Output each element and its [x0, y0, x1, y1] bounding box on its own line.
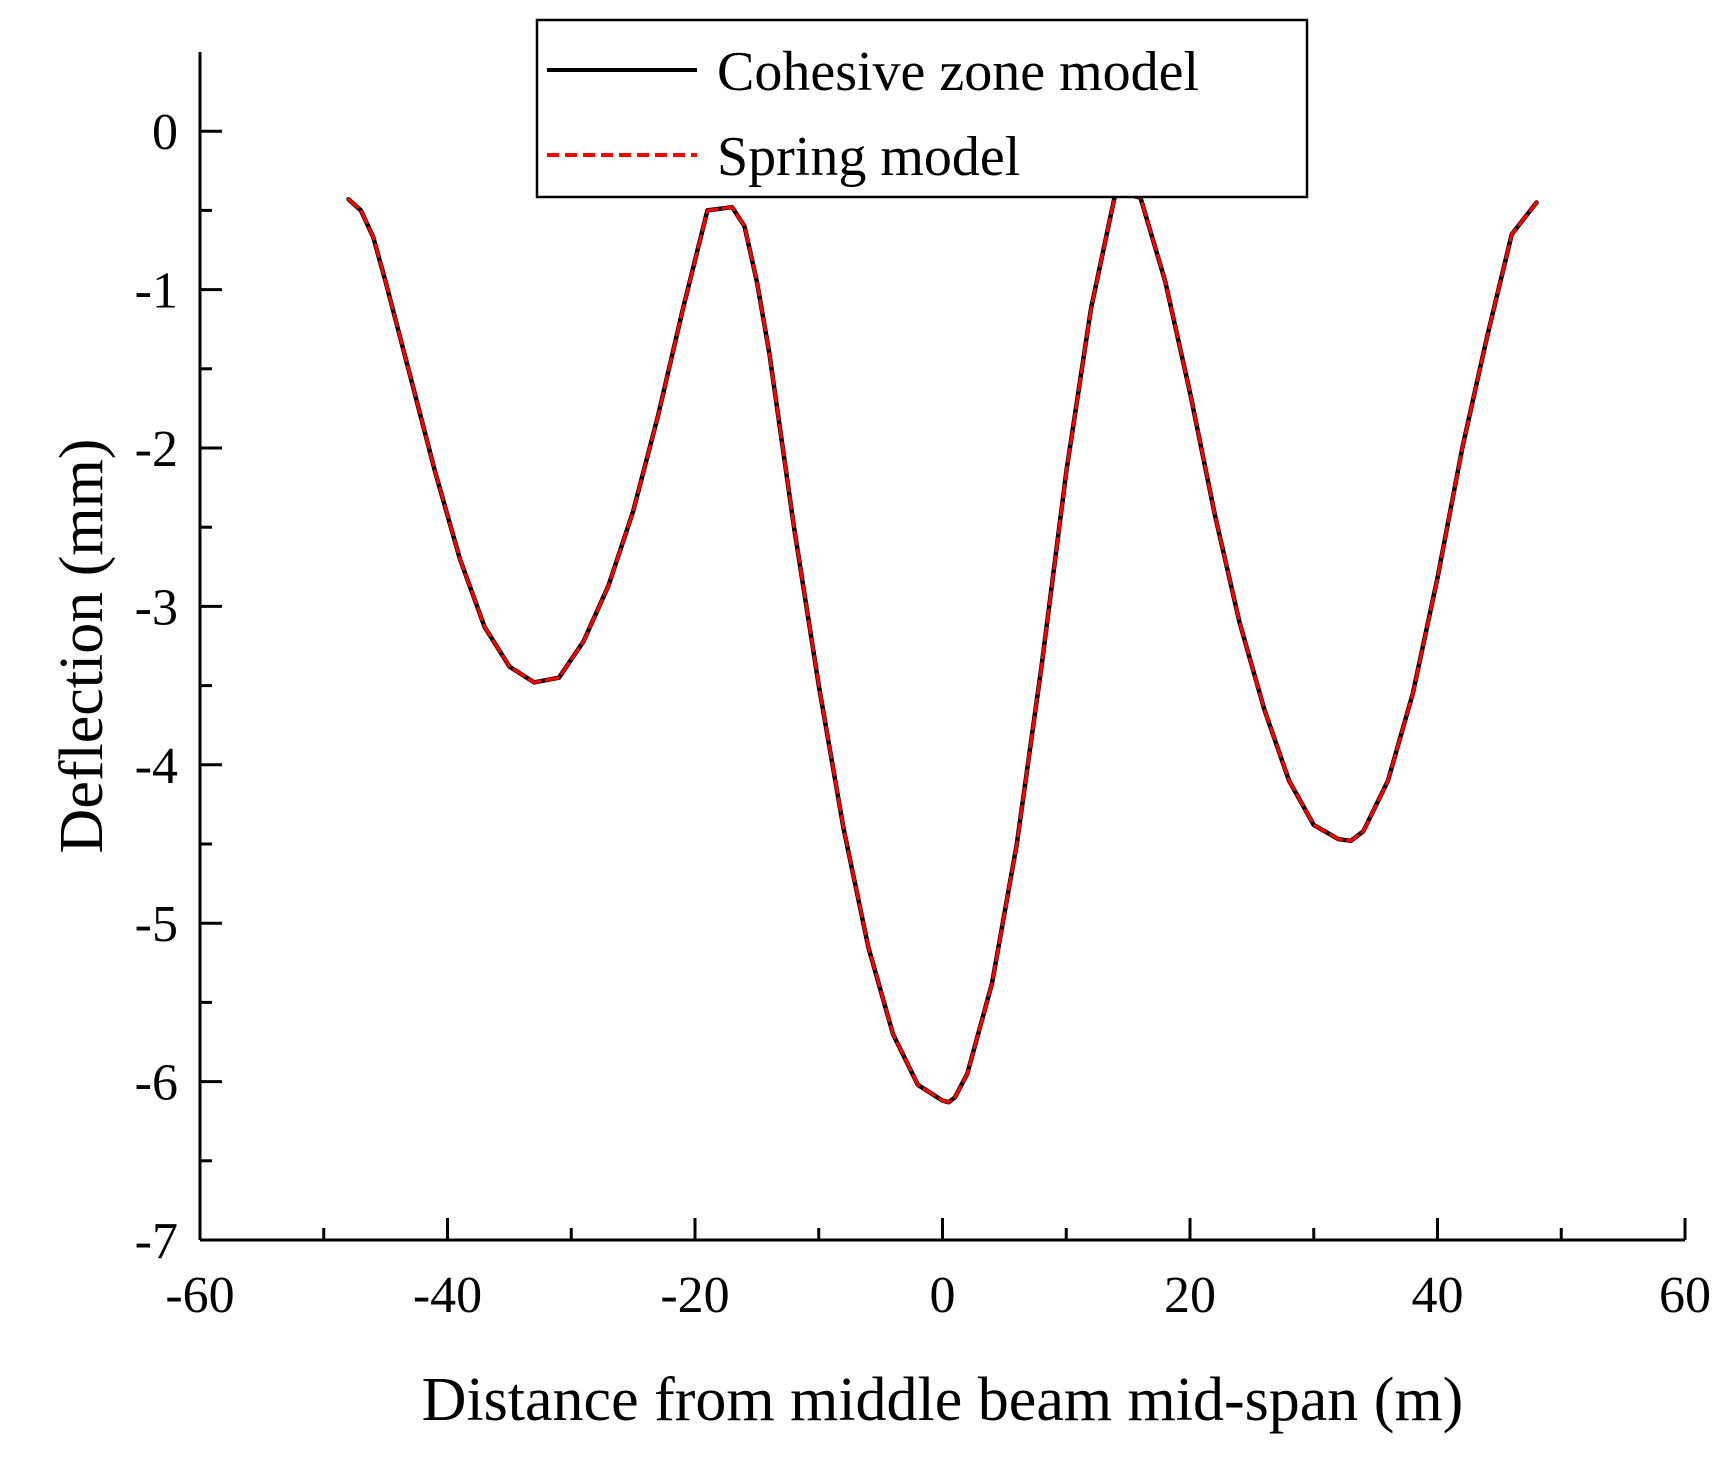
legend-label: Cohesive zone model [717, 41, 1199, 103]
x-tick-label: -60 [165, 1267, 234, 1324]
legend: Cohesive zone model Spring model [535, 18, 1309, 199]
y-tick-label: -5 [135, 896, 178, 953]
y-axis-title: Deflection (mm) [48, 439, 116, 854]
x-tick-label: 0 [930, 1267, 956, 1324]
y-tick-label: -6 [135, 1055, 178, 1112]
axes: -60 -40 -20 0 20 40 60 0 -1 -2 -3 -4 -5 -6 -7 [135, 52, 1711, 1324]
legend-box [535, 18, 1309, 199]
plot-lines [346, 189, 1539, 1105]
y-tick-label: -2 [135, 421, 178, 478]
y-tick-label: -3 [135, 579, 178, 636]
y-tick-label: -7 [135, 1213, 178, 1270]
series-line-spring-model [346, 189, 1539, 1104]
x-tick-label: -20 [660, 1267, 729, 1324]
y-tick-label: -1 [135, 263, 178, 320]
x-tick-label: 20 [1164, 1267, 1216, 1324]
x-tick-label: 60 [1659, 1267, 1711, 1324]
legend-label: Spring model [717, 126, 1020, 188]
x-tick-label: 40 [1412, 1267, 1464, 1324]
x-axis-title: Distance from middle beam mid-span (m) [422, 1366, 1464, 1434]
y-tick-label: 0 [152, 104, 178, 161]
x-tick-label: -40 [413, 1267, 482, 1324]
y-tick-label: -4 [135, 738, 178, 795]
